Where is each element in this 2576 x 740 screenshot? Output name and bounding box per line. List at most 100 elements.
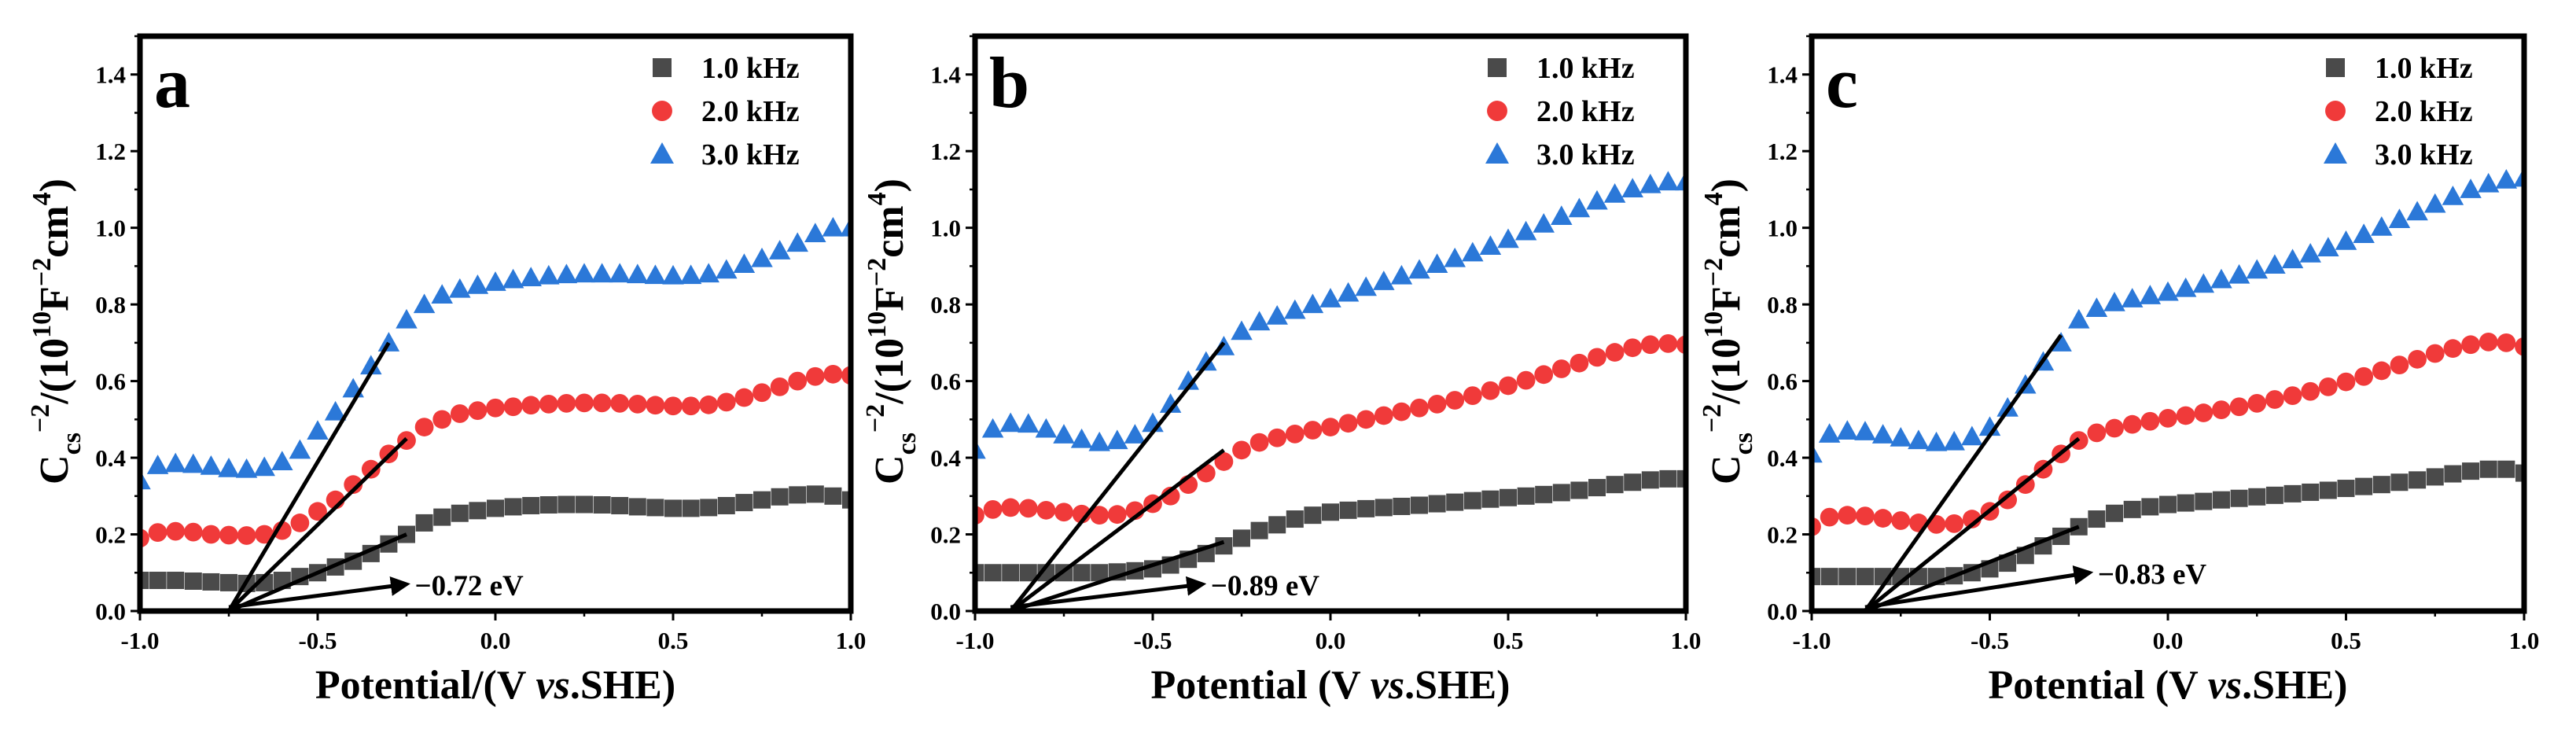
data-point <box>220 573 237 591</box>
data-point <box>1962 510 1982 528</box>
y-tick-label: 1.2 <box>1767 138 1798 165</box>
data-point <box>2194 403 2214 422</box>
data-point <box>1812 568 1820 586</box>
y-axis-title: Ccs−2/(1010F−2cm4) <box>26 179 86 484</box>
data-point <box>377 332 400 352</box>
legend-marker <box>1487 101 1507 121</box>
chart-panel-b: -1.0 -0.5 0.0 0.5 1.0 0.0 0.2 0.4 0.6 0.8 1.0 1.2 1.… <box>861 33 1701 708</box>
data-point <box>2157 281 2179 301</box>
y-tick-label: 0.6 <box>1767 368 1798 396</box>
data-point <box>324 400 347 421</box>
data-point <box>1053 424 1075 444</box>
data-point <box>610 393 630 413</box>
data-point <box>219 525 238 545</box>
data-point <box>2229 397 2249 417</box>
data-point <box>806 485 824 503</box>
data-point <box>1856 506 1875 526</box>
data-point <box>2515 464 2524 482</box>
y-tick-label: 1.2 <box>95 138 126 165</box>
data-point <box>1232 440 1251 460</box>
series-1-0-khz <box>1812 460 2524 586</box>
data-point <box>468 401 488 421</box>
data-point <box>1657 171 1680 191</box>
data-point <box>2283 386 2302 405</box>
data-point <box>2248 488 2266 506</box>
data-point <box>983 499 1003 519</box>
fit-line <box>1010 539 1225 611</box>
data-point <box>1356 410 1376 429</box>
legend-marker <box>2325 101 2346 121</box>
data-point <box>1500 488 1517 506</box>
data-point <box>1998 490 2018 510</box>
data-point <box>1268 428 1287 447</box>
data-point <box>2335 230 2357 250</box>
data-point <box>2444 465 2462 483</box>
data-point <box>1322 503 1339 521</box>
data-point <box>1233 529 1250 547</box>
data-point <box>1535 485 1553 503</box>
data-point <box>2424 193 2446 213</box>
data-point <box>2442 185 2464 205</box>
data-point <box>289 439 311 459</box>
data-point <box>628 498 646 516</box>
data-point <box>1891 511 1911 530</box>
data-point <box>414 418 434 436</box>
data-point <box>1481 490 1500 508</box>
data-point <box>1640 335 1660 355</box>
x-tick-label: 0.5 <box>2331 627 2361 654</box>
data-point <box>235 458 258 478</box>
data-point <box>735 494 753 512</box>
data-point <box>2105 418 2124 438</box>
data-point <box>1319 288 1341 307</box>
y-tick-label: 0.0 <box>930 598 961 625</box>
y-tick-label: 1.2 <box>930 138 961 165</box>
data-point <box>644 264 667 285</box>
data-point <box>2247 393 2267 413</box>
data-point <box>733 253 756 273</box>
data-point <box>1462 241 1484 262</box>
data-point <box>184 572 202 590</box>
data-point <box>1871 424 1894 444</box>
data-point <box>2479 460 2497 478</box>
data-point <box>609 263 631 283</box>
annotation-arrow <box>1864 565 2094 609</box>
data-point <box>805 366 825 386</box>
plot-frame <box>972 33 1689 614</box>
panel-label: a <box>154 42 190 123</box>
data-point <box>717 496 735 514</box>
data-point <box>2265 486 2283 504</box>
data-point <box>271 451 293 470</box>
data-point <box>1570 353 1589 373</box>
legend-entry: 2.0 kHz <box>2375 95 2473 128</box>
data-point <box>981 418 1004 438</box>
data-point <box>1444 247 1466 267</box>
data-point <box>1996 396 2018 417</box>
data-point <box>2103 291 2125 311</box>
data-point <box>1285 424 1305 444</box>
data-point <box>146 455 169 474</box>
data-point <box>487 499 504 517</box>
data-point <box>2336 372 2356 392</box>
series-2-0-khz <box>1812 333 2524 536</box>
data-point <box>2192 273 2215 293</box>
data-point <box>431 284 453 304</box>
data-point <box>2281 249 2304 269</box>
chart-panel-a: -1.0 -0.5 0.0 0.5 1.0 0.0 0.2 0.4 0.6 0.8 1.0 1.2 1.… <box>26 33 866 708</box>
data-point <box>361 459 381 479</box>
panel-label: b <box>989 42 1029 123</box>
data-point <box>202 572 220 591</box>
data-point <box>2265 390 2284 409</box>
data-point <box>522 496 540 514</box>
data-point <box>2122 414 2142 434</box>
data-point <box>1534 365 1554 385</box>
fit-line <box>227 436 408 611</box>
data-point <box>1945 514 1964 533</box>
data-point <box>449 278 471 298</box>
data-point <box>2390 473 2409 491</box>
data-point <box>1036 500 1056 520</box>
data-point <box>433 508 451 526</box>
data-point <box>2195 492 2213 510</box>
y-tick-label: 0.2 <box>1767 521 1798 549</box>
data-point <box>504 498 522 516</box>
data-point <box>1606 476 1624 494</box>
